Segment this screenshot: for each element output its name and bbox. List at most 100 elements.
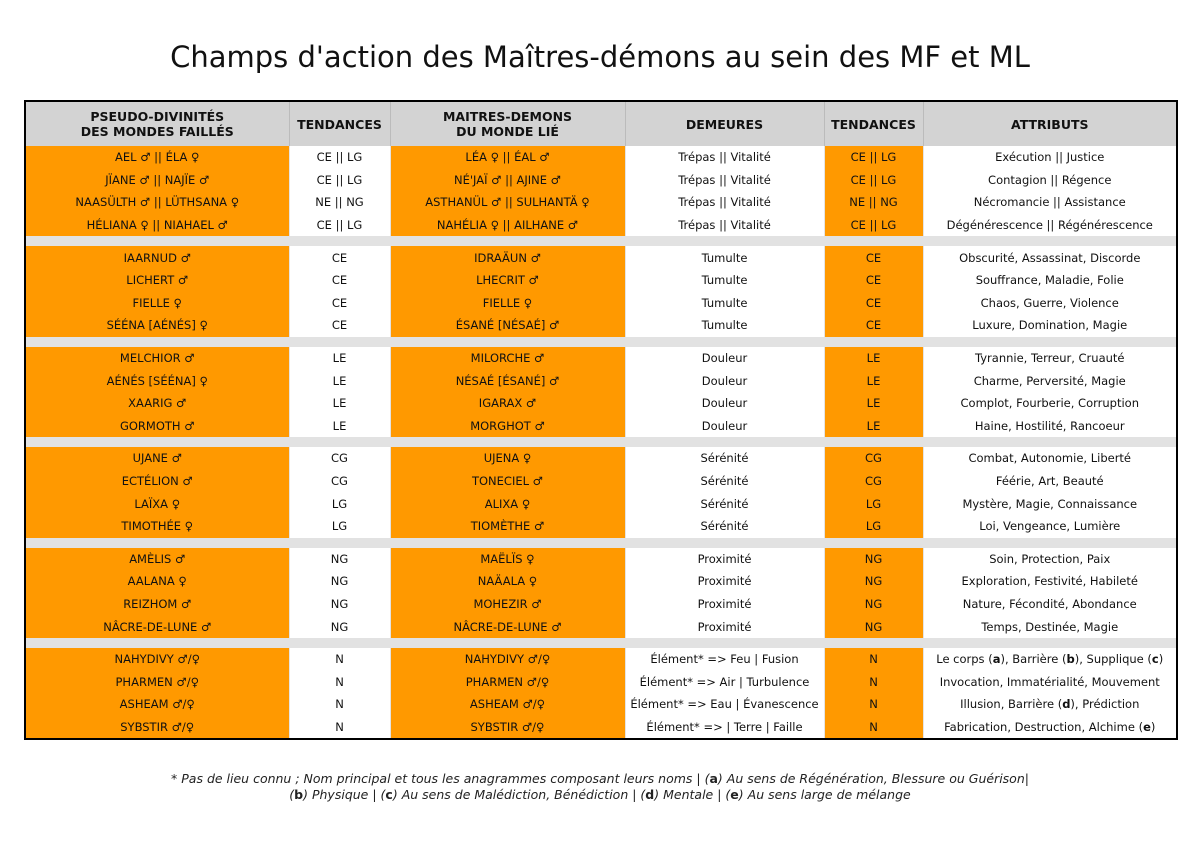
demeure-cell: Douleur — [625, 346, 825, 370]
maitre-demon-cell: UJENA ♀ — [390, 447, 626, 470]
tendance-2-cell: CE || LG — [824, 146, 924, 169]
demeure-cell: Proximité — [625, 615, 825, 638]
table-row: SÉÉNA [AÉNÉS] ♀ CE ÉSANÉ [NÉSAÉ] ♂ Tumulte C… — [25, 314, 1177, 337]
attributs-cell: Nécromancie || Assistance — [973, 195, 1126, 210]
maitre-demon-cell: IGARAX ♂ — [390, 391, 626, 415]
maitre-demon-cell: MOHEZIR ♂ — [390, 592, 626, 616]
demeure-cell: Douleur — [625, 391, 825, 415]
group-separator — [25, 437, 1177, 448]
table-row: JÏANE ♂ || NAJÏE ♂ CE || LG NÉ'JAÏ ♂ || AJ… — [25, 168, 1177, 192]
tendance-cell: CE — [289, 268, 391, 292]
attributs-cell: Charme, Perversité, Magie — [973, 373, 1126, 388]
maitre-demon-cell: SYBSTIR ♂/♀ — [390, 715, 626, 740]
group-separator — [25, 637, 1177, 648]
tendance-2-cell: N — [824, 693, 924, 716]
tendance-cell: CE || LG — [289, 168, 391, 192]
tendance-2-cell: NG — [824, 570, 924, 593]
tendance-cell: CE — [289, 291, 391, 315]
table-row: SYBSTIR ♂/♀ N SYBSTIR ♂/♀ Élément* => | Ter… — [25, 715, 1177, 740]
tendance-cell: LE — [289, 414, 391, 438]
pseudo-divinite-cell: SÉÉNA [AÉNÉS] ♀ — [25, 314, 290, 337]
pseudo-divinite-cell: PHARMEN ♂/♀ — [25, 670, 290, 694]
maitre-demon-cell: TIOMÈTHE ♂ — [390, 514, 626, 538]
attributs-cell: Combat, Autonomie, Liberté — [968, 451, 1132, 466]
tendance-2-cell: NG — [824, 615, 924, 638]
pseudo-divinite-cell: AÉNÉS [SÉÉNA] ♀ — [25, 369, 290, 392]
demeure-cell: Douleur — [625, 369, 825, 392]
attributs-cell: Haine, Hostilité, Rancoeur — [974, 418, 1125, 433]
table-body: AEL ♂ || ÉLA ♀ CE || LG LÉA ♀ || ÉAL ♂ Trép… — [25, 146, 1177, 740]
pseudo-divinite-cell: AMÈLIS ♂ — [25, 547, 290, 571]
attributs-cell: Chaos, Guerre, Violence — [980, 295, 1119, 310]
table-row: AMÈLIS ♂ NG MAËLÏS ♀ Proximité NG Soin, Prote… — [25, 547, 1177, 571]
demeure-cell: Trépas || Vitalité — [625, 191, 825, 214]
tendance-2-cell: LE — [824, 391, 924, 415]
separator-cell — [25, 437, 1177, 448]
attributs-cell: Dégénérescence || Régénérescence — [946, 218, 1153, 233]
tendance-cell: NE || NG — [289, 191, 391, 214]
tendance-cell: CG — [289, 447, 391, 470]
tendance-cell: NG — [289, 615, 391, 638]
maitre-demon-cell: LHECRIT ♂ — [390, 268, 626, 292]
table-row: GORMOTH ♂ LE MORGHOT ♂ Douleur LE Haine, Host… — [25, 414, 1177, 438]
demons-table: PSEUDO-DIVINITÉS DES MONDES FAILLÉS TEND… — [24, 100, 1178, 741]
tendance-2-cell: CE || LG — [824, 168, 924, 192]
attributs-cell: Luxure, Domination, Magie — [972, 318, 1128, 333]
attributs-cell: Soin, Protection, Paix — [989, 551, 1111, 566]
table-row: MELCHIOR ♂ LE MILORCHE ♂ Douleur LE Tyrannie,… — [25, 346, 1177, 370]
tendance-2-cell: CE — [824, 246, 924, 269]
maitre-demon-cell: TONECIEL ♂ — [390, 469, 626, 493]
separator-cell — [25, 236, 1177, 247]
tendance-2-cell: N — [824, 715, 924, 740]
group-separator — [25, 336, 1177, 347]
tendance-cell: CG — [289, 469, 391, 493]
pseudo-divinite-cell: SYBSTIR ♂/♀ — [25, 715, 290, 740]
table-row: REIZHOM ♂ NG MOHEZIR ♂ Proximité NG Nature, F… — [25, 592, 1177, 616]
tendance-2-cell: NG — [824, 592, 924, 616]
maitre-demon-cell: FIELLE ♀ — [390, 291, 626, 315]
maitre-demon-cell: NÂCRE-DE-LUNE ♂ — [390, 615, 626, 638]
tendance-2-cell: CG — [824, 447, 924, 470]
pseudo-divinite-cell: TIMOTHÉE ♀ — [25, 514, 290, 538]
header-attributs: ATTRIBUTS — [923, 101, 1177, 146]
group-separator — [25, 537, 1177, 548]
tendance-cell: LG — [289, 492, 391, 515]
tendance-cell: NG — [289, 592, 391, 616]
tendance-2-cell: CE || LG — [824, 213, 924, 237]
table-row: NAHYDIVY ♂/♀ N NAHYDIVY ♂/♀ Élément* => Feu… — [25, 647, 1177, 671]
pseudo-divinite-cell: REIZHOM ♂ — [25, 592, 290, 616]
attributs-cell: Nature, Fécondité, Abondance — [962, 596, 1137, 611]
group-separator — [25, 236, 1177, 247]
table-row: NAASÜLTH ♂ || LÜTHSANA ♀ NE || NG ASTHANÜL… — [25, 191, 1177, 214]
maitre-demon-cell: NÉ'JAÏ ♂ || AJINE ♂ — [390, 168, 626, 192]
tendance-2-cell: CG — [824, 469, 924, 493]
pseudo-divinite-cell: ASHEAM ♂/♀ — [25, 693, 290, 716]
demeure-cell: Trépas || Vitalité — [625, 168, 825, 192]
tendance-cell: NG — [289, 570, 391, 593]
header-pseudo-divinites: PSEUDO-DIVINITÉS DES MONDES FAILLÉS — [25, 101, 290, 146]
demeure-cell: Élément* => Eau | Évanescence — [625, 693, 825, 716]
maitre-demon-cell: IDRAÄUN ♂ — [390, 246, 626, 269]
pseudo-divinite-cell: UJANE ♂ — [25, 447, 290, 470]
tendance-cell: N — [289, 647, 391, 671]
table-row: PHARMEN ♂/♀ N PHARMEN ♂/♀ Élément* => Air |… — [25, 670, 1177, 694]
table-row: HÉLIANA ♀ || NIAHAEL ♂ CE || LG NAHÉLIA ♀ … — [25, 213, 1177, 237]
header-maitres-line1: MAITRES-DEMONS — [442, 109, 573, 124]
tendance-2-cell: NG — [824, 547, 924, 571]
pseudo-divinite-cell: AEL ♂ || ÉLA ♀ — [25, 146, 290, 169]
maitre-demon-cell: ÉSANÉ [NÉSAÉ] ♂ — [390, 314, 626, 337]
table-header-row: PSEUDO-DIVINITÉS DES MONDES FAILLÉS TEND… — [25, 101, 1177, 146]
attributs-cell: Fabrication, Destruction, Alchime (e) — [944, 719, 1156, 734]
separator-cell — [25, 637, 1177, 648]
tendance-cell: NG — [289, 547, 391, 571]
demeure-cell: Élément* => | Terre | Faille — [625, 715, 825, 740]
pseudo-divinite-cell: FIELLE ♀ — [25, 291, 290, 315]
tendance-cell: LE — [289, 391, 391, 415]
table-row: LAÏXA ♀ LG ALIXA ♀ Sérénité LG Mystère, Magie… — [25, 492, 1177, 515]
maitre-demon-cell: MORGHOT ♂ — [390, 414, 626, 438]
footnote-line-2: (b) Physique | (c) Au sens de Malédictio… — [289, 787, 911, 802]
header-tendances: TENDANCES — [289, 101, 391, 146]
pseudo-divinite-cell: MELCHIOR ♂ — [25, 346, 290, 370]
demeure-cell: Trépas || Vitalité — [625, 213, 825, 237]
tendance-cell: CE — [289, 314, 391, 337]
